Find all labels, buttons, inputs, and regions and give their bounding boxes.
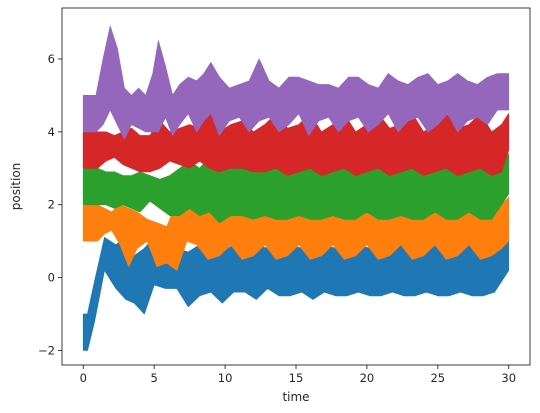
x-tick-label: 20: [360, 371, 375, 385]
y-tick-label: −2: [38, 343, 55, 357]
x-tick-label: 15: [289, 371, 304, 385]
y-axis-label: position: [9, 163, 23, 211]
x-tick-label: 10: [218, 371, 233, 385]
y-tick-label: 2: [48, 198, 55, 212]
y-tick-label: 0: [48, 271, 55, 285]
x-tick-label: 0: [80, 371, 87, 385]
y-tick-label: 4: [48, 125, 55, 139]
x-tick-label: 5: [151, 371, 158, 385]
y-tick-label: 6: [48, 52, 55, 66]
x-tick-label: 30: [501, 371, 516, 385]
x-tick-label: 25: [430, 371, 445, 385]
x-axis-ticks: 0 5 10 15 20 25 30: [80, 365, 516, 385]
x-axis-label: time: [282, 390, 309, 404]
series-band-5: [82, 25, 510, 140]
chart-bands: [82, 25, 510, 351]
y-axis-ticks: −2 0 2 4 6: [38, 52, 62, 357]
